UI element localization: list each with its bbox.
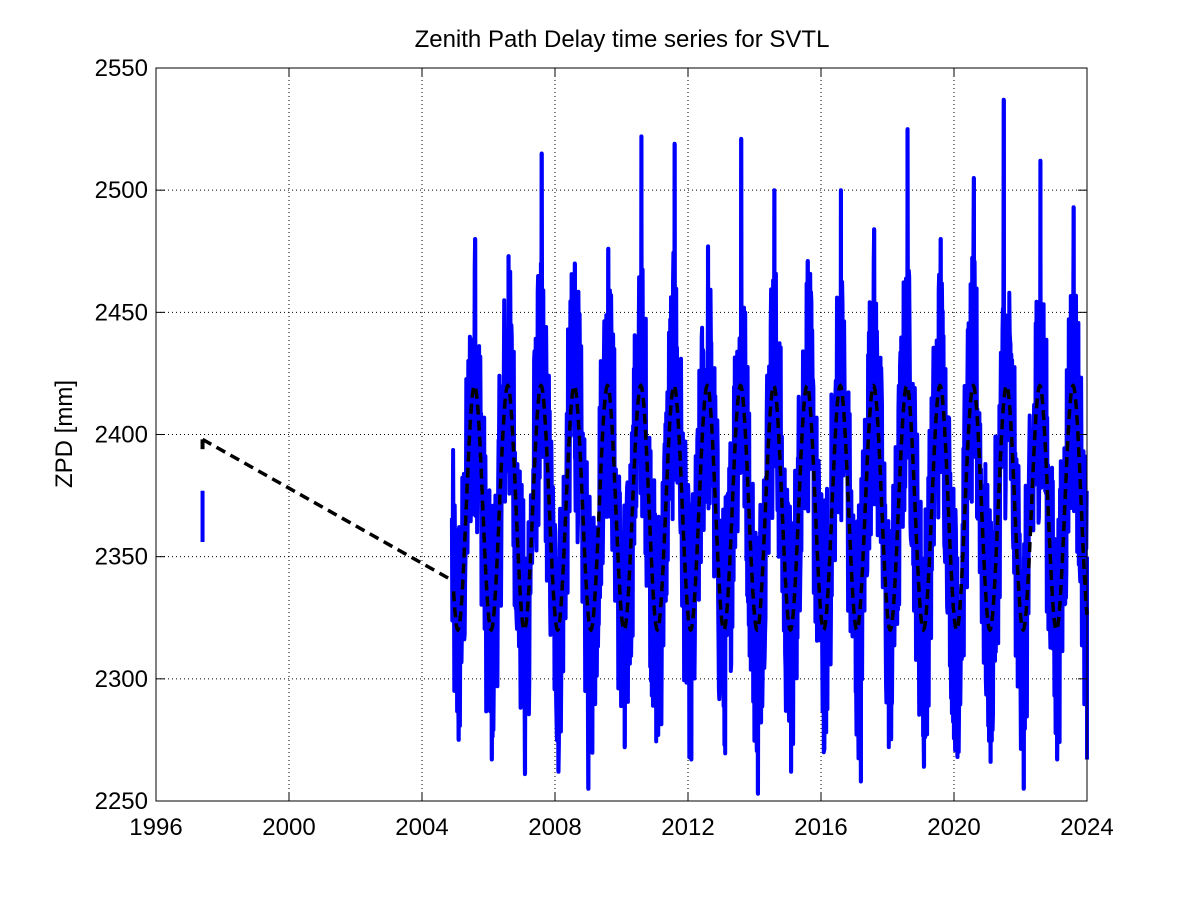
y-tick-label: 2450 — [95, 299, 148, 326]
y-tick-label: 2400 — [95, 422, 148, 449]
fit-connector — [201, 437, 455, 583]
x-tick-label: 2024 — [1060, 814, 1113, 841]
x-ticks: 1996 2000 2004 2008 2012 2016 2020 2024 — [129, 68, 1114, 841]
x-tick-label: 1996 — [129, 814, 182, 841]
chart-title: Zenith Path Delay time series for SVTL — [415, 26, 830, 53]
y-ticks: 2250 2300 2350 2400 2450 2500 2550 — [95, 55, 1087, 815]
x-tick-label: 2004 — [395, 814, 448, 841]
black-dashed-series — [200, 383, 1089, 633]
y-tick-label: 2550 — [95, 55, 148, 82]
x-tick-label: 2012 — [661, 814, 714, 841]
x-tick-label: 2000 — [262, 814, 315, 841]
x-tick-label: 2020 — [927, 814, 980, 841]
y-tick-label: 2500 — [95, 177, 148, 204]
x-tick-label: 2016 — [794, 814, 847, 841]
x-tick-label: 2008 — [528, 814, 581, 841]
y-tick-label: 2250 — [95, 788, 148, 815]
y-tick-label: 2350 — [95, 544, 148, 571]
y-axis-label: ZPD [mm] — [51, 380, 78, 488]
y-tick-label: 2300 — [95, 666, 148, 693]
seasonal-fit-line — [451, 383, 1089, 633]
